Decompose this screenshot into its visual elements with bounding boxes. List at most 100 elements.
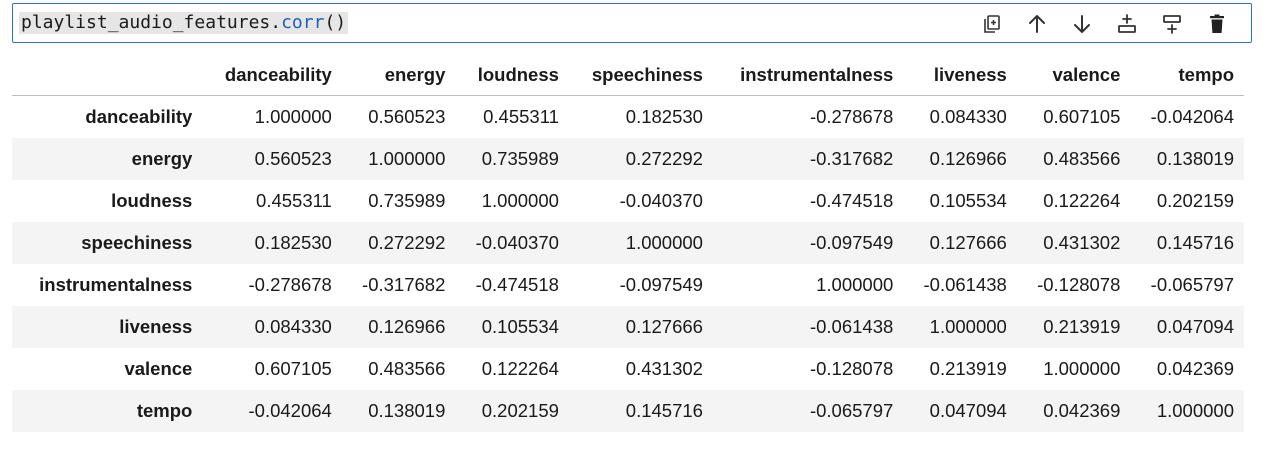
table-cell: 0.042369: [1156, 358, 1234, 379]
table-cell: -0.040370: [475, 232, 559, 253]
column-header: liveness: [903, 55, 1017, 96]
insert-above-button[interactable]: [1104, 10, 1149, 38]
table-cell: 0.455311: [483, 106, 559, 127]
table-cell: 1.000000: [625, 232, 703, 253]
table-row: loudness 0.455311 0.735989 1.000000 -0.04037…: [12, 180, 1244, 222]
table-cell: -0.128078: [1037, 274, 1121, 295]
table-cell: 0.126966: [929, 148, 1007, 169]
table-row: liveness 0.084330 0.126966 0.105534 0.127666…: [12, 306, 1244, 348]
table-cell: -0.317682: [362, 274, 446, 295]
delete-cell-button[interactable]: [1194, 10, 1239, 38]
table-row: valence 0.607105 0.483566 0.122264 0.431302 -…: [12, 348, 1244, 390]
table-cell: 0.735989: [368, 190, 446, 211]
row-label: valence: [124, 358, 193, 379]
table-cell: -0.317682: [809, 148, 894, 169]
table-cell: 0.272292: [625, 148, 703, 169]
table-row: energy 0.560523 1.000000 0.735989 0.272292 -0…: [12, 138, 1244, 180]
table-cell: 0.213919: [929, 358, 1007, 379]
insert-above-icon: [1117, 14, 1136, 33]
table-cell: 0.735989: [481, 148, 559, 169]
row-label: speechiness: [81, 232, 193, 253]
column-header: loudness: [455, 55, 569, 96]
duplicate-icon: [983, 15, 1000, 33]
table-cell: -0.042064: [1150, 106, 1234, 127]
code-object: playlist_audio_features.: [21, 12, 282, 33]
table-cell: -0.065797: [809, 400, 894, 421]
table-cell: -0.061438: [923, 274, 1007, 295]
table-cell: 0.607105: [1043, 106, 1121, 127]
table-cell: 0.047094: [1156, 316, 1234, 337]
insert-below-icon: [1162, 15, 1181, 34]
table-cell: 0.560523: [254, 148, 332, 169]
table-cell: 0.202159: [481, 400, 559, 421]
table-cell: 1.000000: [1156, 400, 1234, 421]
table-cell: 0.560523: [368, 106, 446, 127]
code-method: corr: [281, 12, 325, 33]
row-label: loudness: [111, 190, 193, 211]
table-cell: 1.000000: [1043, 358, 1121, 379]
table-cell: 0.042369: [1043, 400, 1121, 421]
table-cell: 0.127666: [625, 316, 703, 337]
code-cell[interactable]: playlist_audio_features.corr(): [12, 3, 1252, 43]
table-cell: 0.272292: [368, 232, 446, 253]
column-header: valence: [1016, 55, 1131, 96]
index-header: [12, 55, 203, 96]
row-label: liveness: [119, 316, 193, 337]
table-cell: -0.474518: [809, 190, 894, 211]
column-header: tempo: [1130, 55, 1244, 96]
table-cell: -0.061438: [809, 316, 894, 337]
column-header: instrumentalness: [712, 55, 904, 96]
table-cell: 1.000000: [254, 106, 332, 127]
table-cell: 0.138019: [368, 400, 446, 421]
table-cell: 0.213919: [1043, 316, 1121, 337]
table-cell: 0.122264: [481, 358, 559, 379]
move-down-button[interactable]: [1059, 10, 1104, 38]
insert-below-button[interactable]: [1149, 10, 1194, 38]
header-row: danceability energy loudness speechiness…: [12, 55, 1244, 96]
table-cell: -0.042064: [248, 400, 332, 421]
table-cell: 0.145716: [1156, 232, 1234, 253]
table-cell: -0.097549: [809, 232, 894, 253]
code-line[interactable]: playlist_audio_features.corr(): [19, 12, 349, 34]
table-cell: 0.145716: [625, 400, 703, 421]
table-row: instrumentalness -0.278678 -0.317682 -0.474…: [12, 264, 1244, 306]
row-label: tempo: [136, 400, 193, 421]
table-cell: 0.483566: [368, 358, 446, 379]
table-cell: 0.182530: [254, 232, 332, 253]
table-cell: 0.607105: [254, 358, 332, 379]
table-cell: 0.483566: [1043, 148, 1121, 169]
row-label: danceability: [85, 106, 193, 127]
column-header: speechiness: [568, 55, 713, 96]
table-cell: -0.278678: [248, 274, 332, 295]
table-cell: 1.000000: [368, 148, 446, 169]
table-cell: 0.047094: [929, 400, 1007, 421]
table-cell: -0.128078: [809, 358, 894, 379]
arrow-up-icon: [1028, 15, 1045, 33]
table-cell: 0.182530: [625, 106, 703, 127]
table-cell: 0.084330: [929, 106, 1007, 127]
table-cell: 0.127666: [929, 232, 1007, 253]
duplicate-cell-button[interactable]: [969, 10, 1014, 38]
table-row: tempo -0.042064 0.138019 0.202159 0.145716 -0…: [12, 390, 1244, 432]
table-cell: 1.000000: [929, 316, 1007, 337]
table-cell: -0.065797: [1150, 274, 1234, 295]
row-label: energy: [131, 148, 193, 169]
arrow-down-icon: [1073, 15, 1090, 33]
table-cell: 0.122264: [1043, 190, 1121, 211]
table-cell: 0.105534: [929, 190, 1007, 211]
table-cell: 0.455311: [256, 190, 332, 211]
table-row: danceability 1.000000 0.560523 0.455311 0.18…: [12, 95, 1244, 138]
column-header: danceability: [202, 55, 342, 96]
table-row: speechiness 0.182530 0.272292 -0.040370 1.00…: [12, 222, 1244, 264]
table-cell: -0.278678: [809, 106, 894, 127]
table-cell: 0.138019: [1156, 148, 1234, 169]
table-cell: -0.040370: [619, 190, 703, 211]
move-up-button[interactable]: [1014, 10, 1059, 38]
table-cell: 0.105534: [481, 316, 559, 337]
table-cell: 0.202159: [1156, 190, 1234, 211]
column-header: energy: [341, 55, 456, 96]
table-cell: 0.084330: [254, 316, 332, 337]
table-cell: 0.431302: [1043, 232, 1121, 253]
code-parens: (): [324, 12, 347, 33]
row-label: instrumentalness: [39, 274, 193, 295]
